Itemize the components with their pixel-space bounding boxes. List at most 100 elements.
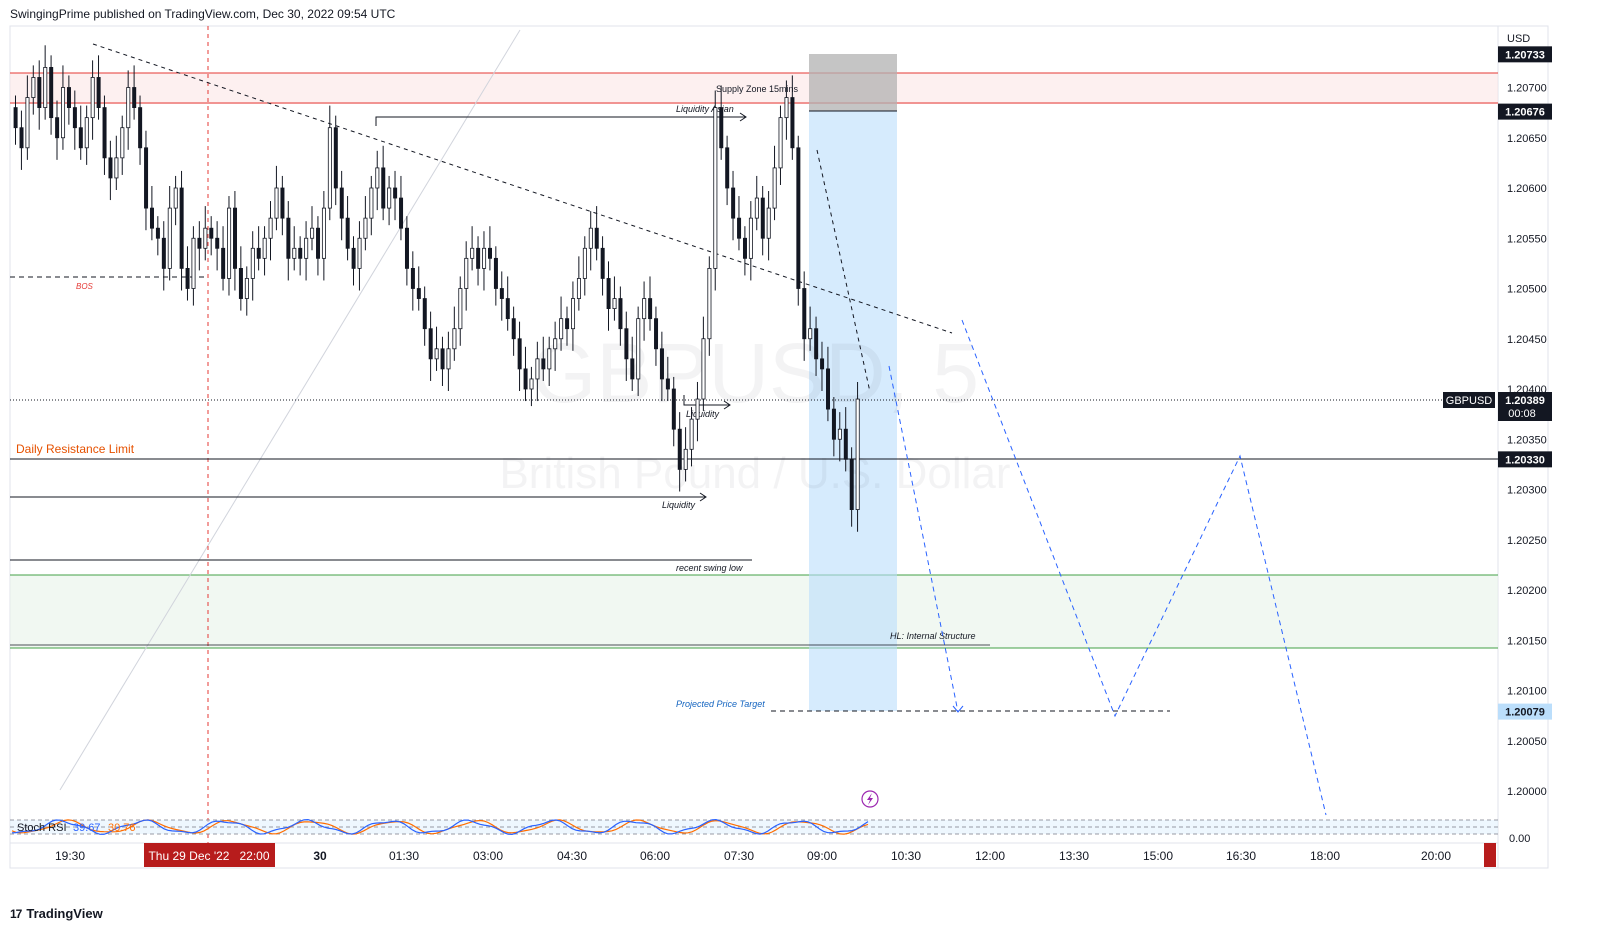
candle-body-140: [843, 428, 848, 460]
time-tick-9: 12:00: [975, 849, 1005, 863]
time-tick-0: 19:30: [55, 849, 85, 863]
price-tick-2: 1.20600: [1507, 183, 1547, 195]
bos-label: BOS: [76, 282, 94, 291]
candle-body-39: [244, 278, 249, 299]
candle-body-129: [778, 117, 783, 169]
price-axis[interactable]: 1.20700 1.20650 1.20600 1.20550 1.20500 1.204…: [1507, 83, 1547, 799]
candle-body-139: [837, 428, 842, 440]
candle-body-112: [677, 428, 682, 470]
swing-low-label: recent swing low: [676, 563, 743, 573]
tradingview-footer[interactable]: 17 TradingView: [10, 906, 103, 921]
time-axis[interactable]: 19:30 30 01:30 03:00 04:30 06:00 07:30 09:00 10:…: [55, 849, 1451, 863]
candle-body-104: [630, 358, 635, 380]
countdown-text: 00:08: [1508, 408, 1536, 420]
candle-body-126: [760, 197, 765, 239]
position-stop-box: [809, 54, 897, 111]
liquidity-asian-label: Liquidity Asian: [676, 104, 734, 114]
time-tick-11: 15:00: [1143, 849, 1173, 863]
liquidity-label-lower: Liquidity: [662, 500, 696, 510]
candle-body-138: [831, 408, 836, 440]
candle-body-34: [215, 237, 220, 249]
candle-body-110: [665, 378, 670, 390]
candle-body-10: [72, 107, 77, 129]
candle-body-127: [766, 207, 771, 239]
candle-body-30: [191, 237, 196, 289]
candle-body-37: [233, 207, 238, 269]
candle-body-7: [55, 117, 60, 139]
time-tick-3: 03:00: [473, 849, 503, 863]
stoch-d-value: 30.76: [108, 822, 136, 834]
candle-body-72: [440, 348, 445, 370]
footer-brand: TradingView: [26, 906, 103, 921]
tradingview-logo-icon: 17: [10, 906, 22, 921]
price-tick-8: 1.20300: [1507, 485, 1547, 497]
candle-body-47: [292, 247, 297, 259]
candle-body-18: [120, 127, 125, 159]
price-badge-text-3: 1.20079: [1505, 707, 1545, 719]
price-badge-text-0: 1.20733: [1505, 49, 1545, 61]
steep-trendline: [816, 149, 871, 393]
faint-trend-line: [59, 29, 521, 791]
candle-body-86: [523, 368, 528, 390]
candle-body-6: [49, 67, 54, 119]
candle-body-95: [576, 278, 581, 299]
candle-body-4: [37, 77, 42, 108]
currency-label: USD: [1507, 33, 1530, 45]
price-tick-13: 1.20050: [1507, 736, 1547, 748]
liquidity-mid-line: [683, 395, 730, 406]
demand-zone-band: [10, 575, 1498, 648]
candle-body-19: [126, 87, 131, 129]
candle-body-105: [636, 318, 641, 380]
candle-body-62: [381, 167, 386, 209]
candle-body-117: [707, 267, 712, 340]
candle-body-60: [369, 187, 374, 219]
candle-body-33: [209, 227, 214, 239]
price-tick-10: 1.20200: [1507, 585, 1547, 597]
price-tick-11: 1.20150: [1507, 635, 1547, 647]
price-badge-1: [1498, 103, 1552, 120]
candle-body-59: [363, 217, 368, 239]
candle-body-15: [102, 107, 107, 159]
candles-group: [13, 45, 860, 532]
candle-body-102: [618, 298, 623, 330]
price-tick-3: 1.20550: [1507, 233, 1547, 245]
stoch-axis-tick: 0.00: [1509, 833, 1530, 845]
candle-body-24: [155, 227, 160, 239]
candle-body-29: [185, 267, 190, 289]
stoch-title[interactable]: Stoch RSI: [17, 822, 67, 834]
candle-body-40: [250, 247, 255, 279]
candle-body-101: [612, 298, 617, 309]
price-badge-0: [1498, 46, 1552, 63]
candle-body-63: [387, 187, 392, 209]
price-tick-5: 1.20450: [1507, 334, 1547, 346]
candle-body-32: [203, 227, 208, 249]
candle-body-35: [221, 247, 226, 279]
candle-body-121: [731, 187, 736, 219]
candle-body-3: [31, 77, 36, 98]
candle-body-88: [535, 358, 540, 380]
time-tick-7: 09:00: [807, 849, 837, 863]
candle-body-107: [648, 298, 653, 320]
chart-panel: [9, 25, 1549, 869]
candle-body-9: [66, 87, 71, 109]
candle-body-98: [594, 227, 599, 249]
candle-body-137: [826, 368, 831, 410]
alert-lightning-icon[interactable]: [861, 790, 879, 808]
time-tick-10: 13:30: [1059, 849, 1089, 863]
price-badge-2: [1498, 451, 1552, 468]
candle-body-76: [464, 257, 469, 289]
price-badge-3: [1498, 703, 1552, 720]
projected-target-label: Projected Price Target: [676, 699, 765, 709]
candle-body-87: [529, 378, 534, 390]
candle-body-109: [659, 348, 664, 380]
candle-body-2: [25, 97, 30, 149]
price-badge-text-1: 1.20676: [1505, 107, 1545, 119]
watermark-name: British Pound / U.S. Dollar: [499, 449, 1010, 498]
candle-body-135: [814, 328, 819, 360]
liquidity-arrowhead: [699, 492, 707, 502]
candle-body-122: [737, 217, 742, 239]
candle-body-78: [476, 247, 481, 269]
candle-body-61: [375, 167, 380, 189]
candle-body-20: [132, 87, 137, 109]
